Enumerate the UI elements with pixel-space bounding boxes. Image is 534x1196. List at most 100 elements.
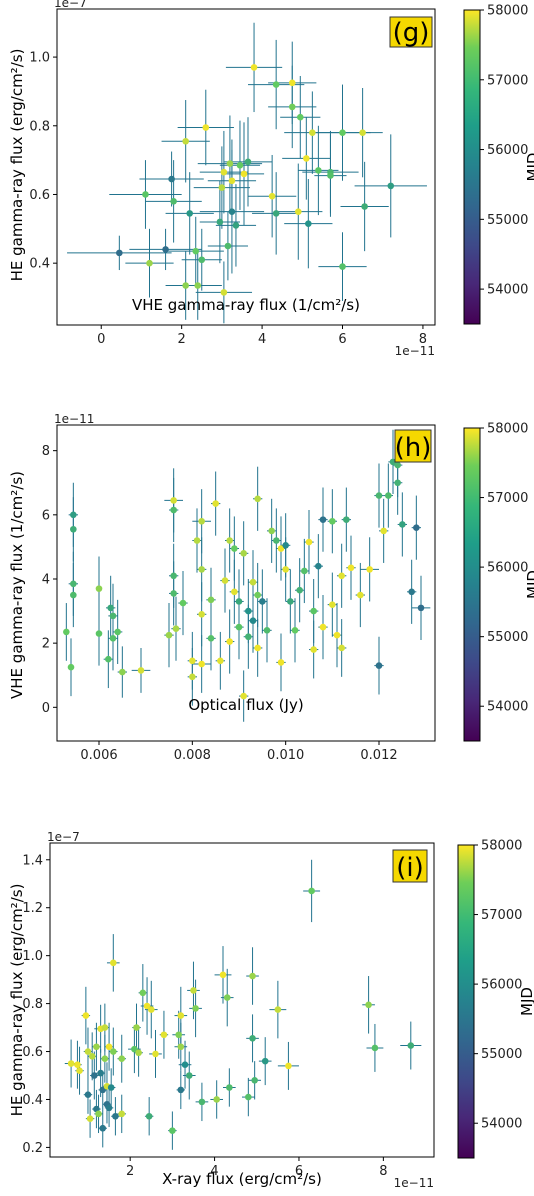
colorbar-tick-label: 56000 [487, 561, 528, 576]
chart-panel-1: 0 2 4 6 8 0.4 0.6 0.8 1.0 VHE gamma-ray flux (1/c… [8, 0, 534, 358]
data-point [198, 256, 206, 264]
colorbar-gradient [463, 427, 481, 742]
data-point [249, 578, 257, 586]
error-bars [64, 429, 431, 722]
data-point [399, 521, 406, 528]
plot-frame [56, 424, 436, 742]
data-point [250, 64, 258, 71]
data-point [263, 627, 271, 634]
x-tick-label: 0.010 [267, 748, 304, 763]
data-point [223, 994, 231, 1001]
data-point [119, 668, 126, 676]
y-axis-label: VHE gamma-ray flux (1/cm²/s) [8, 471, 26, 699]
data-point [97, 1069, 104, 1077]
data-point [333, 631, 341, 639]
data-point [105, 655, 112, 663]
colorbar-tick-label: 58000 [487, 422, 528, 437]
data-point [169, 1127, 176, 1134]
y-scale-label: 1e−7 [47, 830, 80, 844]
y-tick-label: 1.0 [22, 949, 43, 964]
y-axis-label: HE gamma-ray flux (erg/cm²/s) [8, 49, 26, 282]
data-point [67, 1060, 75, 1067]
data-point [375, 662, 383, 669]
data-point [177, 1012, 185, 1019]
data-point [365, 1001, 372, 1009]
chart-panel-3: 2 4 6 8 0.2 0.4 0.6 0.8 1.0 1.2 1.4 X-ray flux (erg… [8, 830, 534, 1190]
data-point [172, 625, 180, 633]
x-scale-label: 1e−11 [395, 344, 435, 358]
data-point [359, 129, 366, 136]
data-point [179, 599, 187, 607]
data-point [105, 1104, 113, 1112]
data-points [116, 64, 395, 296]
data-point [177, 1043, 185, 1051]
data-point [170, 497, 177, 504]
data-point [101, 1024, 109, 1031]
data-point [170, 590, 177, 597]
data-point [319, 623, 327, 631]
colorbar-tick-label: 55000 [487, 213, 528, 228]
colorbar: 54000 55000 56000 57000 58000 MJD [463, 4, 534, 325]
data-point [385, 492, 392, 499]
data-point [220, 168, 228, 176]
data-point [303, 155, 310, 162]
data-point [99, 1124, 107, 1132]
plot-frame [56, 8, 436, 326]
data-point [228, 177, 236, 185]
data-point [394, 479, 401, 487]
data-point [207, 596, 215, 604]
data-point [216, 218, 224, 226]
panel-tag-box [389, 16, 433, 48]
data-point [285, 1062, 292, 1070]
data-point [254, 591, 261, 599]
y-scale-label: 1e−7 [54, 0, 87, 10]
data-point [118, 1055, 126, 1063]
data-point [245, 1093, 252, 1101]
data-point [273, 537, 280, 544]
data-point [107, 604, 114, 612]
data-point [310, 646, 317, 653]
data-point [417, 604, 425, 612]
data-point [193, 537, 201, 544]
data-point [198, 566, 205, 573]
chart-panel-2: 0.006 0.008 0.010 0.012 0 2 4 6 8 Optical flux (J… [8, 412, 534, 763]
data-point [70, 580, 77, 588]
data-point [185, 1072, 193, 1079]
data-point [177, 1086, 185, 1094]
data-point [231, 545, 238, 552]
data-point [86, 1115, 94, 1122]
data-point [145, 1112, 153, 1120]
y-scale-label: 1e−11 [54, 412, 94, 426]
data-point [175, 1031, 183, 1039]
data-point [240, 550, 247, 557]
data-point [361, 203, 368, 210]
data-point [118, 1110, 126, 1118]
data-point [294, 208, 302, 215]
data-point [198, 1098, 206, 1106]
data-point [109, 959, 117, 967]
data-point [95, 1110, 102, 1118]
y-tick-label: 0.4 [29, 257, 50, 272]
data-point [232, 222, 240, 229]
y-tick-label: 0.4 [22, 1093, 43, 1108]
data-point [170, 572, 177, 580]
data-point [198, 660, 205, 668]
panel-tag: (g) [389, 16, 433, 48]
colorbar-tick-label: 57000 [487, 73, 528, 88]
data-point [319, 516, 327, 523]
y-tick-label: 0.6 [29, 188, 50, 203]
panel-tag-label: (g) [393, 18, 430, 48]
data-point [109, 1048, 117, 1055]
y-tick-label: 2 [42, 637, 50, 652]
data-point [259, 598, 266, 605]
data-point [168, 175, 175, 183]
data-point [116, 249, 123, 257]
x-axis-label: X-ray flux (erg/cm²/s) [162, 1170, 322, 1188]
data-point [217, 657, 224, 665]
data-point [213, 1096, 220, 1103]
x-tick-label: 0.012 [360, 748, 397, 763]
data-point [315, 167, 322, 174]
data-point [343, 516, 350, 523]
panel-tag-box [392, 849, 428, 883]
